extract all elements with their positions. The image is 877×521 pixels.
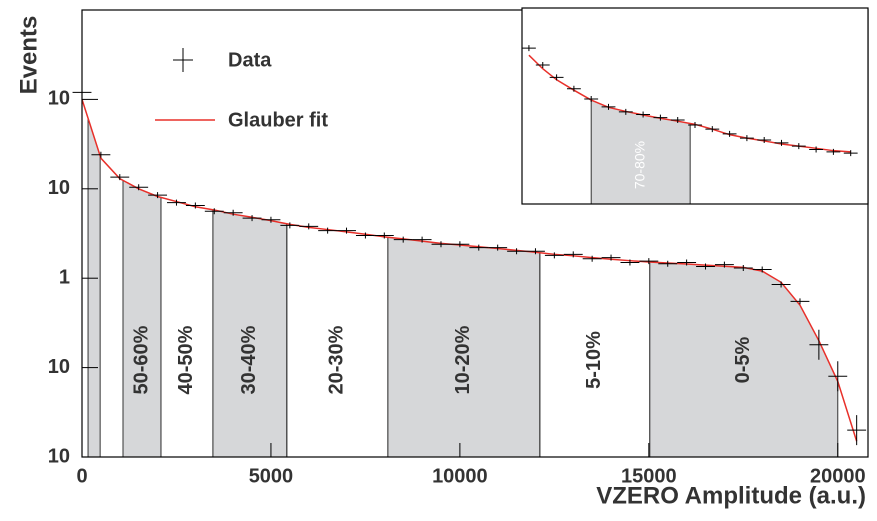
band-label: 70-80% <box>631 141 647 189</box>
data-point <box>469 244 489 251</box>
y-tick-label: 10 <box>48 177 70 199</box>
data-point <box>563 251 583 258</box>
data-point <box>355 232 375 239</box>
data-point <box>618 108 633 115</box>
band-label: 50-60% <box>130 325 152 394</box>
data-point <box>722 130 737 137</box>
x-tick-label: 20000 <box>810 465 866 487</box>
data-point <box>828 361 848 392</box>
data-point <box>526 248 545 255</box>
y-tick-label: 1 <box>59 266 70 288</box>
data-point <box>167 199 186 206</box>
data-point <box>242 215 262 222</box>
data-point <box>670 116 685 123</box>
legend-label: Glauber fit <box>228 109 328 131</box>
plot-background <box>522 8 868 204</box>
x-tick-label: 0 <box>76 465 87 487</box>
data-point <box>337 227 356 234</box>
data-point <box>566 85 581 92</box>
band-label: 30-40% <box>238 325 260 394</box>
data-point <box>658 260 678 267</box>
plot-frame <box>521 7 869 205</box>
data-point <box>129 184 149 191</box>
band-label: 40-50% <box>175 325 197 394</box>
data-point <box>739 135 754 142</box>
x-tick-label: 10000 <box>432 465 488 487</box>
data-point <box>705 126 720 133</box>
legend-marker <box>173 48 193 72</box>
band-label: 0-5% <box>732 336 754 383</box>
data-point <box>261 216 281 223</box>
data-point <box>522 45 536 52</box>
data-point <box>299 223 319 230</box>
data-point <box>374 232 394 239</box>
band <box>387 237 540 457</box>
band <box>649 261 838 457</box>
data-point <box>318 227 338 234</box>
x-tick-label: 15000 <box>621 465 677 487</box>
band-label: 5-10% <box>583 331 605 389</box>
data-point <box>677 259 697 266</box>
data-point <box>91 151 111 158</box>
data-point <box>601 103 616 110</box>
legend-label: Data <box>228 49 272 71</box>
data-point <box>688 121 702 128</box>
data-point <box>843 150 858 157</box>
band <box>591 100 691 204</box>
data-point <box>507 248 527 255</box>
band-label: 20-30% <box>326 325 348 394</box>
data-point <box>544 252 564 259</box>
band <box>123 180 161 458</box>
data-point <box>653 114 668 121</box>
y-axis-title: Events <box>15 16 42 95</box>
data-point <box>393 236 413 243</box>
data-point <box>636 111 651 118</box>
data-point <box>757 136 772 143</box>
fit-line <box>81 99 858 442</box>
data-point <box>582 255 602 262</box>
data-point <box>223 209 243 216</box>
data-point <box>488 244 508 251</box>
data-point <box>280 222 300 229</box>
data-point <box>431 241 451 248</box>
data-point <box>204 208 224 215</box>
data-point <box>110 174 130 181</box>
data-point <box>791 143 806 150</box>
data-point <box>809 329 829 360</box>
band <box>88 118 101 457</box>
x-axis-title: VZERO Amplitude (a.u.) <box>596 482 866 509</box>
data-point <box>826 148 841 155</box>
data-point <box>148 192 168 199</box>
data-point <box>450 241 470 248</box>
data-point <box>809 146 824 153</box>
x-tick-label: 5000 <box>249 465 294 487</box>
data-point <box>696 263 715 270</box>
data-point <box>771 281 791 288</box>
y-tick-label: 10 <box>48 445 70 467</box>
data-point <box>714 261 734 268</box>
data-point <box>790 298 810 305</box>
data-point <box>620 259 640 266</box>
data-point <box>639 258 659 265</box>
data-point <box>412 236 432 243</box>
data-point <box>774 139 789 146</box>
data-point <box>185 202 205 209</box>
data-point <box>601 254 621 261</box>
data-point <box>752 266 772 273</box>
plot-frame <box>81 9 869 458</box>
band-label: 10-20% <box>452 325 474 394</box>
data-point <box>847 415 867 446</box>
data-point <box>535 62 550 69</box>
data-point <box>584 95 599 102</box>
y-tick-label: 10 <box>48 356 70 378</box>
band <box>212 209 287 457</box>
y-tick-label: 10 <box>48 88 70 110</box>
data-point <box>733 265 753 272</box>
data-point <box>549 74 564 81</box>
